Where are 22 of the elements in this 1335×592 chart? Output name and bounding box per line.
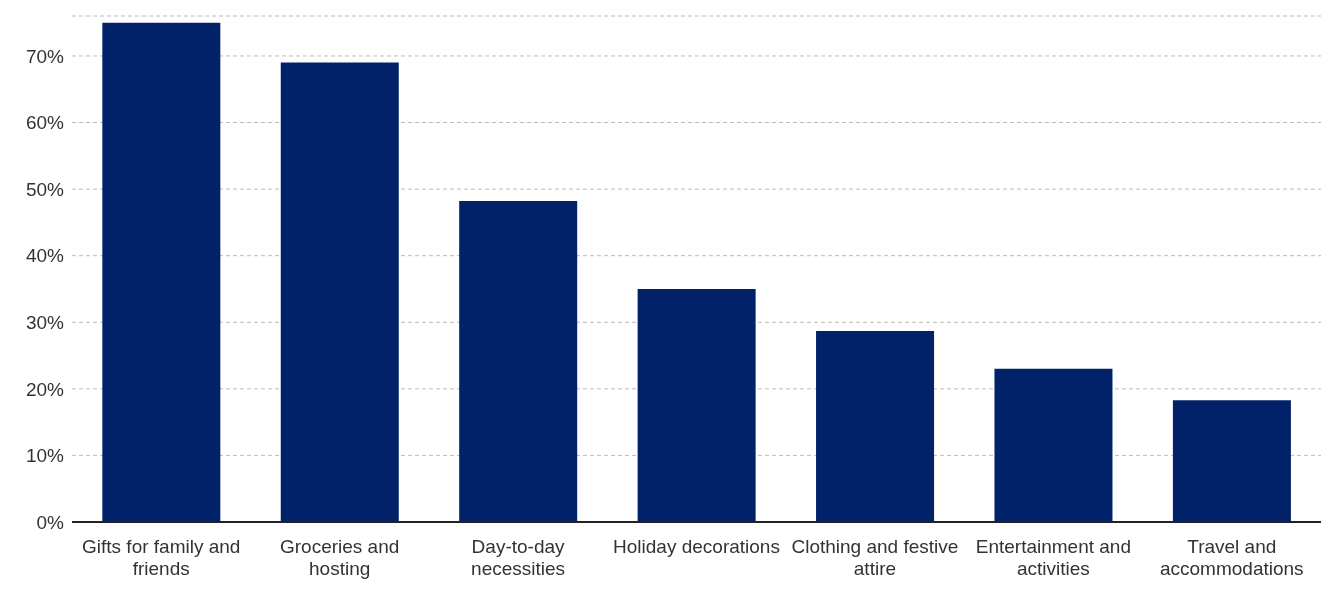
bar [994, 368, 1113, 522]
y-tick-label: 40% [25, 245, 65, 267]
y-tick-label: 50% [25, 178, 65, 200]
bar [459, 201, 578, 522]
y-tick-label: 20% [25, 378, 65, 400]
x-tick-label: Entertainment and activities [975, 536, 1131, 579]
x-tick-label: Holiday decorations [613, 536, 780, 557]
x-tick-label: Clothing and festive attire [791, 536, 959, 579]
y-tick-label: 10% [25, 445, 65, 467]
y-tick-label: 70% [25, 45, 65, 67]
bar [1172, 400, 1291, 522]
bar [637, 288, 756, 522]
x-tick-label: Groceries and hosting [279, 536, 400, 579]
x-tick-label: Travel and accommodations [1159, 536, 1304, 579]
x-tick-label: Gifts for family and friends [82, 536, 241, 579]
bar [280, 62, 399, 522]
bar [816, 330, 935, 522]
y-tick-label: 60% [25, 112, 65, 134]
bar [102, 22, 221, 522]
y-tick-label: 30% [25, 312, 65, 334]
y-tick-label: 0% [36, 511, 65, 533]
x-tick-label: Day-to-day necessities [471, 536, 566, 579]
